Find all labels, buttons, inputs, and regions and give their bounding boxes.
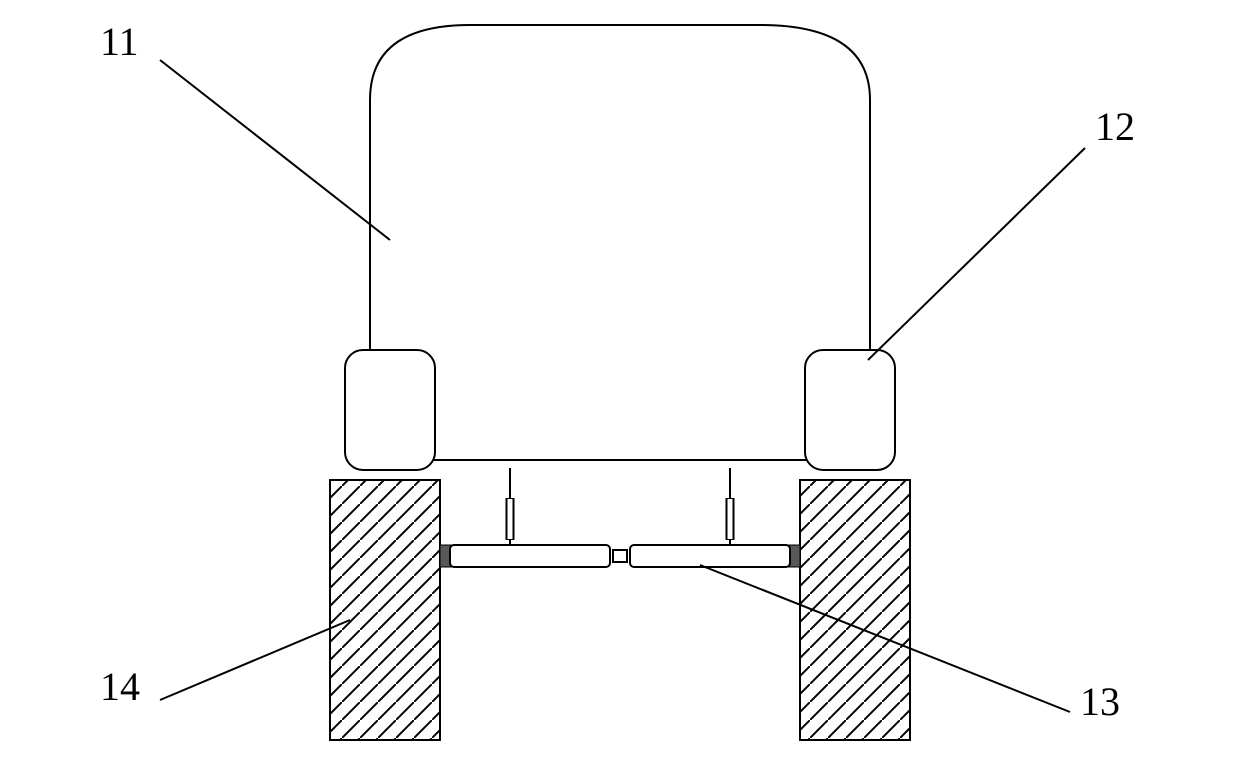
carriage-body bbox=[370, 25, 870, 460]
pillar-right bbox=[800, 480, 910, 740]
leader-L14 bbox=[160, 620, 350, 700]
leader-L12 bbox=[868, 148, 1085, 360]
label-13: 13 bbox=[1080, 678, 1120, 725]
wheel-right bbox=[805, 350, 895, 470]
leader-L11 bbox=[160, 60, 390, 240]
axle-center-joint bbox=[613, 550, 627, 562]
label-14: 14 bbox=[100, 663, 140, 710]
pillar-left bbox=[330, 480, 440, 740]
axle-bar-right bbox=[630, 545, 790, 567]
label-11: 11 bbox=[100, 18, 139, 65]
axle-bar-left bbox=[450, 545, 610, 567]
wheel-left bbox=[345, 350, 435, 470]
label-12: 12 bbox=[1095, 103, 1135, 150]
